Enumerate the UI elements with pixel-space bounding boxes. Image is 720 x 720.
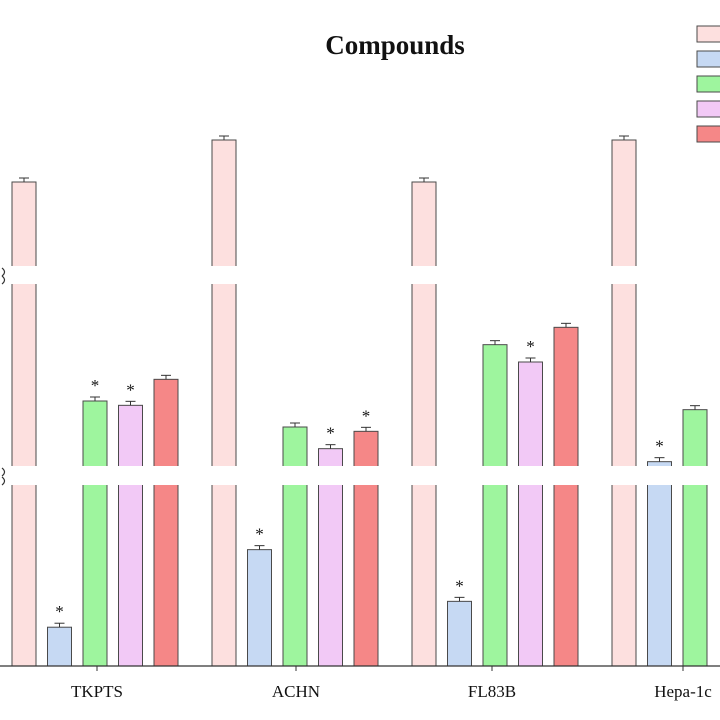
significance-star: * [126, 380, 135, 399]
break-mark [1, 275, 6, 285]
x-tick-label: Hepa-1c [654, 682, 712, 701]
break-band [0, 466, 720, 485]
break-band [0, 266, 720, 284]
significance-star: * [655, 437, 664, 456]
legend-swatch-1 [696, 25, 720, 43]
chart-title: Compounds [325, 30, 465, 60]
bar-tkpts-s3 [82, 400, 108, 667]
break-mark [1, 467, 6, 477]
bar-achn-s3 [282, 426, 308, 667]
break-mark [1, 267, 6, 277]
bar-fl83b-s2 [447, 600, 472, 667]
significance-star: * [455, 576, 464, 595]
bars: * * * * * * * * * [11, 135, 708, 667]
significance-star: * [526, 337, 535, 356]
bar-fl83b-s4 [518, 361, 543, 667]
bar-hepa-1c-s2 [647, 461, 672, 667]
x-axis: TKPTS ACHN FL83B Hepa-1c [0, 665, 720, 701]
legend-swatch-3 [696, 75, 720, 93]
legend-swatch-2 [696, 50, 720, 68]
legend-swatch-5 [696, 125, 720, 143]
legend-swatch-4 [696, 100, 720, 118]
legend [696, 25, 720, 143]
bar-tkpts-s5 [153, 378, 179, 667]
bar-hepa-1c-s1 [611, 139, 637, 667]
bar-tkpts-s1 [11, 181, 37, 667]
significance-star: * [362, 406, 371, 425]
x-tick-label: FL83B [468, 682, 516, 701]
x-tick-label: ACHN [272, 682, 320, 701]
bar-achn-s2 [247, 549, 272, 667]
significance-star: * [255, 525, 264, 544]
bar-fl83b-s3 [482, 344, 508, 667]
bar-tkpts-s4 [118, 404, 143, 667]
significance-star: * [326, 424, 335, 443]
significance-star: * [55, 602, 64, 621]
bar-fl83b-s1 [411, 181, 437, 667]
x-tick-label: TKPTS [71, 682, 123, 701]
significance-star: * [91, 376, 100, 395]
bar-achn-s1 [211, 139, 237, 667]
bar-hepa-1c-s3 [682, 409, 708, 667]
bar-tkpts-s2 [47, 626, 72, 667]
break-mark [1, 476, 6, 486]
axis-break-marks [0, 266, 720, 486]
bar-fl83b-s5 [553, 326, 579, 667]
